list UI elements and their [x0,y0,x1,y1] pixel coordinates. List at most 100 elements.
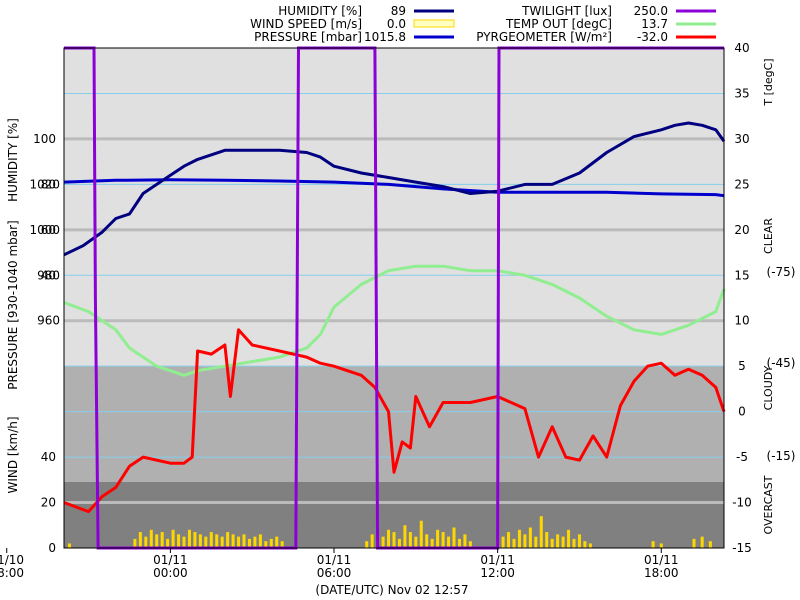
wind-bar [651,541,655,548]
wind-bar [501,536,505,548]
temp-tick-label: 15 [734,268,749,282]
bottom-axis-ticks: 31/1018:0001/1100:0001/1106:0001/1112:00… [0,548,679,580]
wind-bar [280,541,284,548]
legend-value: -32.0 [637,30,668,44]
humidity-axis-title: HUMIDITY [%] [6,118,20,202]
wind-bar [457,538,461,548]
wind-bar [387,529,391,548]
pressure-line [63,178,725,198]
wind-bar [534,536,538,548]
pyr-label: (-45) [767,356,796,370]
x-tick-time: 06:00 [317,566,352,580]
humidity-line [63,121,726,257]
wind-tick-label: 40 [41,450,56,464]
wind-bar [264,541,268,548]
wind-bar [231,534,235,548]
humidity-tick-label: 100 [33,132,56,146]
wind-bar [209,532,213,548]
wind-bar [392,532,396,548]
wind-tick-label: 20 [41,496,56,510]
wind-bar [659,543,663,548]
wind-bar [193,532,197,548]
legend: HUMIDITY [%] 89 WIND SPEED [m/s] 0.0 PRESSUR… [250,4,716,44]
wind-bar [572,538,576,548]
legend-value: 89 [391,4,406,18]
wind-bar [182,536,186,548]
x-tick-date: 01/11 [644,553,679,567]
wind-bar [171,529,175,548]
wind-bar [220,536,224,548]
right-axis-ticks: -15 -10 -5 0 5 10 15 20 25 30 35 40 [732,41,752,555]
wind-bar [441,532,445,548]
legend-label: PRESSURE [mbar] [254,30,362,44]
sky-label: CLEAR [762,218,775,254]
pressure-tick-label: 960 [37,314,60,328]
pyrgeometer-line [63,328,726,514]
legend-label: WIND SPEED [m/s] [250,17,362,31]
x-tick-time: 18:00 [644,566,679,580]
temp-tick-label: 30 [734,132,749,146]
wind-bar [204,536,208,548]
temp-tick-label: 5 [738,359,746,373]
wind-bar [133,538,137,548]
temp-tick-label: 35 [734,86,749,100]
x-tick-date: 31/10 [0,553,24,567]
x-tick-date: 01/11 [153,553,188,567]
wind-bar [700,536,704,548]
sky-label: OVERCAST [762,475,775,534]
legend-value: 250.0 [634,4,668,18]
x-tick-date: 01/11 [480,553,515,567]
humidity-tick-label: 60 [41,223,56,237]
wind-bar [247,538,251,548]
wind-bar [517,529,521,548]
band-clear [64,48,724,366]
wind-bar [463,534,467,548]
x-tick-date: 01/11 [317,553,352,567]
wind-bar [523,534,527,548]
legend-label: PYRGEOMETER [W/m²] [476,30,612,44]
wind-bar [408,532,412,548]
legend-value: 13.7 [641,17,668,31]
temp-tick-label: -15 [732,541,752,555]
wind-bar [414,536,418,548]
legend-label: TWILIGHT [lux] [521,4,612,18]
temp-tick-label: 25 [734,177,749,191]
wind-bar [425,534,429,548]
temp-tick-label: -5 [736,450,748,464]
wind-bar [567,529,571,548]
wind-bar [528,527,532,548]
temp-tick-label: 20 [734,223,749,237]
legend-swatch [413,19,455,28]
legend-label: TEMP OUT [degC] [505,17,612,31]
wind-bar [365,541,369,548]
wind-bar [226,532,230,548]
wind-bar [583,541,587,548]
wind-bar [187,529,191,548]
wind-bar [468,541,472,548]
wind-bar [258,534,262,548]
wind-bar [692,538,696,548]
x-tick-time: 12:00 [480,566,515,580]
wind-bar [237,536,241,548]
wind-tick-label: 0 [48,541,56,555]
wind-bar [198,534,202,548]
wind-bar [577,534,581,548]
wind-bar [550,538,554,548]
wind-bar [447,536,451,548]
sky-label: CLOUDY [762,365,775,410]
wind-bar [149,529,153,548]
bottom-axis-title: (DATE/UTC) Nov 02 12:57 [315,583,468,597]
temp-tick-label: 10 [734,314,749,328]
pressure-axis-title: PRESSURE [930-1040 mbar] [6,220,20,389]
legend-label: HUMIDITY [%] [278,4,362,18]
wind-bar [370,534,374,548]
wind-bar [155,534,159,548]
temp-tick-label: 0 [738,405,746,419]
wind-bar [430,538,434,548]
humidity-tick-label: 80 [41,177,56,191]
wind-bar [403,525,407,548]
x-tick-time: 18:00 [0,566,24,580]
legend-value: 1015.8 [364,30,406,44]
wind-bar [166,538,170,548]
